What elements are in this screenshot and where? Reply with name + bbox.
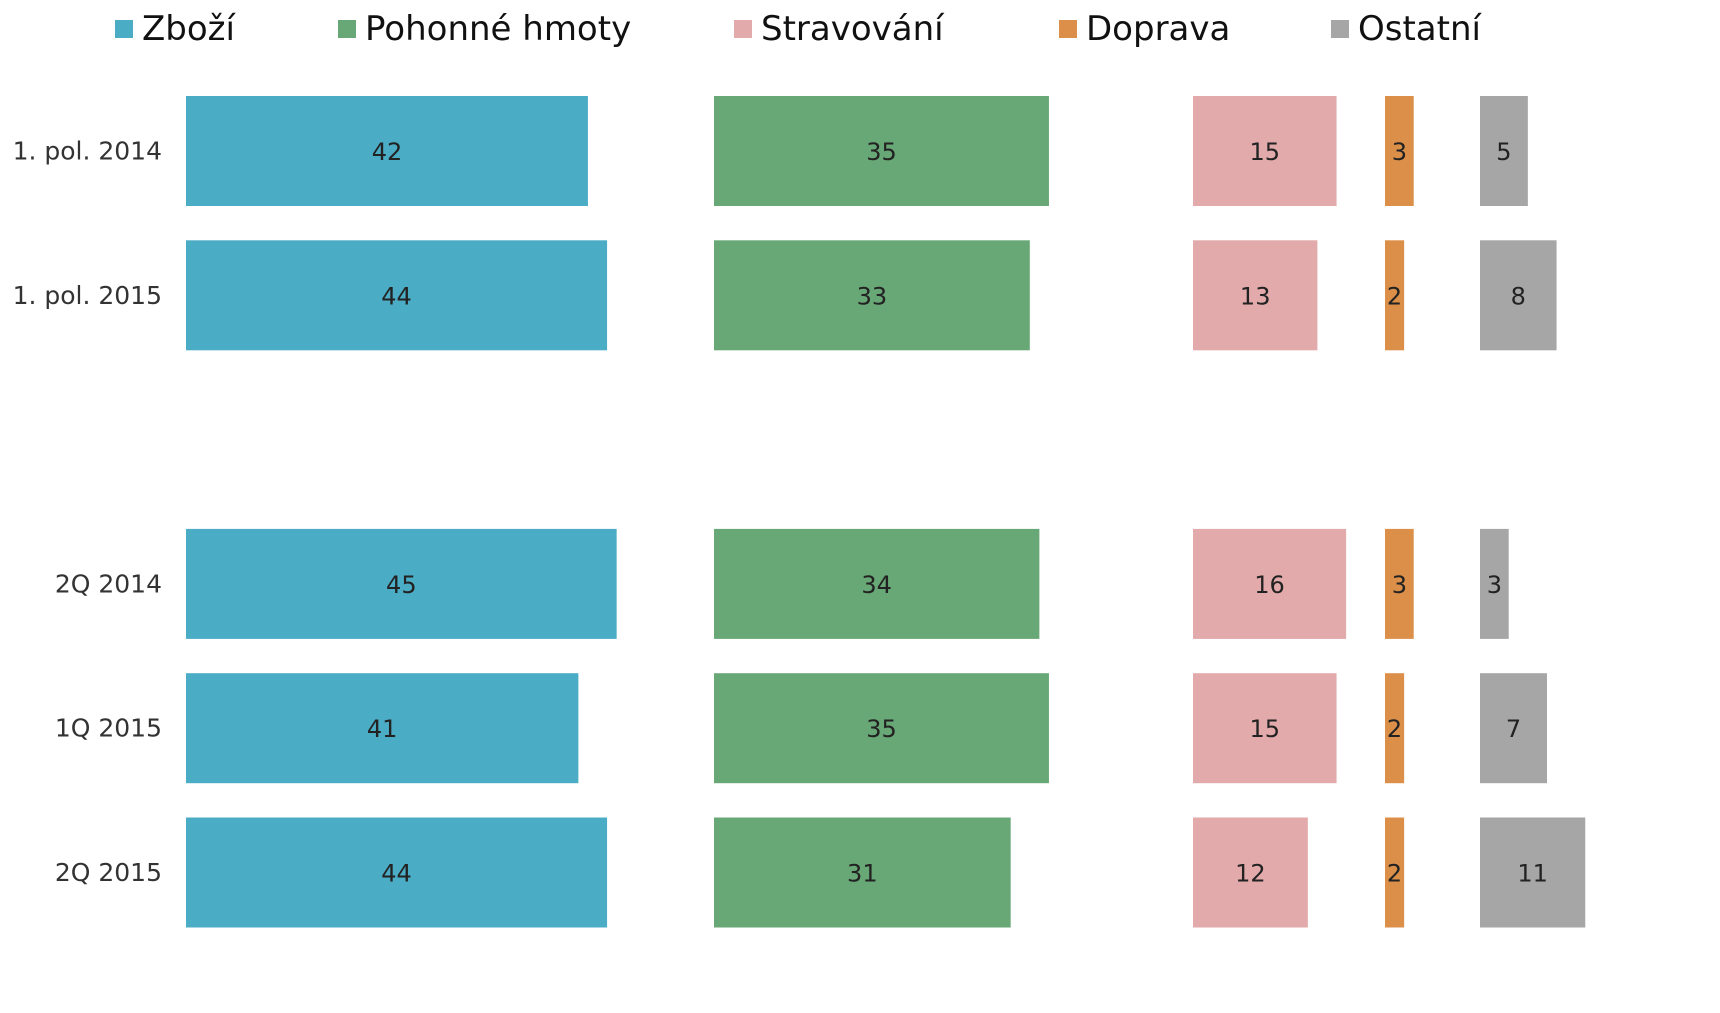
bar bbox=[1385, 528, 1414, 639]
bar bbox=[1480, 240, 1557, 351]
bar bbox=[714, 528, 1040, 639]
bar bbox=[1193, 817, 1308, 928]
value-label: 34 bbox=[861, 571, 892, 599]
value-label: 15 bbox=[1250, 715, 1281, 743]
bar bbox=[186, 528, 617, 639]
value-label: 8 bbox=[1511, 282, 1526, 310]
legend-label: Doprava bbox=[1086, 9, 1230, 49]
value-label: 7 bbox=[1506, 715, 1521, 743]
value-label: 2 bbox=[1387, 860, 1402, 888]
value-label: 44 bbox=[381, 860, 412, 888]
category-label: 1. pol. 2014 bbox=[13, 137, 162, 166]
legend-swatch bbox=[1331, 20, 1349, 38]
category-label: 2Q 2014 bbox=[55, 569, 162, 598]
category-label: 1. pol. 2015 bbox=[13, 281, 162, 310]
bar bbox=[186, 96, 588, 206]
bar bbox=[714, 96, 1049, 206]
value-label: 2 bbox=[1387, 715, 1402, 743]
bar bbox=[1385, 673, 1405, 784]
bar bbox=[1385, 96, 1414, 206]
legend-swatch bbox=[734, 20, 752, 38]
legend-label: Stravování bbox=[761, 9, 945, 49]
bar bbox=[1480, 817, 1586, 928]
bar bbox=[1193, 528, 1347, 639]
bar bbox=[1385, 817, 1405, 928]
legend-swatch bbox=[338, 20, 356, 38]
bar bbox=[186, 817, 608, 928]
value-label: 3 bbox=[1487, 571, 1502, 599]
value-label: 13 bbox=[1240, 282, 1271, 310]
bar bbox=[714, 817, 1011, 928]
legend-label: Ostatní bbox=[1358, 9, 1483, 49]
legend-label: Zboží bbox=[142, 9, 237, 49]
value-label: 16 bbox=[1254, 571, 1285, 599]
value-label: 31 bbox=[847, 860, 878, 888]
bar bbox=[1480, 528, 1509, 639]
value-label: 45 bbox=[386, 571, 417, 599]
bar bbox=[714, 240, 1030, 351]
value-label: 12 bbox=[1235, 860, 1266, 888]
value-label: 2 bbox=[1387, 282, 1402, 310]
category-label: 1Q 2015 bbox=[55, 714, 162, 743]
bar bbox=[1480, 673, 1547, 784]
value-label: 3 bbox=[1392, 571, 1407, 599]
bar bbox=[714, 673, 1049, 784]
value-label: 44 bbox=[381, 282, 412, 310]
bar bbox=[1193, 673, 1337, 784]
legend-swatch bbox=[115, 20, 133, 38]
value-label: 41 bbox=[367, 715, 398, 743]
legend-swatch bbox=[1059, 20, 1077, 38]
bar bbox=[186, 673, 579, 784]
legend-label: Pohonné hmoty bbox=[365, 9, 631, 49]
value-label: 11 bbox=[1517, 860, 1548, 888]
value-label: 33 bbox=[857, 282, 888, 310]
bar bbox=[186, 240, 608, 351]
value-label: 5 bbox=[1496, 138, 1511, 166]
bar bbox=[1385, 240, 1405, 351]
bar bbox=[1193, 96, 1337, 206]
value-label: 3 bbox=[1392, 138, 1407, 166]
value-label: 35 bbox=[866, 715, 897, 743]
bar bbox=[1193, 240, 1318, 351]
value-label: 42 bbox=[372, 138, 403, 166]
category-label: 2Q 2015 bbox=[55, 858, 162, 887]
bar bbox=[1480, 96, 1528, 206]
value-label: 15 bbox=[1250, 138, 1281, 166]
value-label: 35 bbox=[866, 138, 897, 166]
